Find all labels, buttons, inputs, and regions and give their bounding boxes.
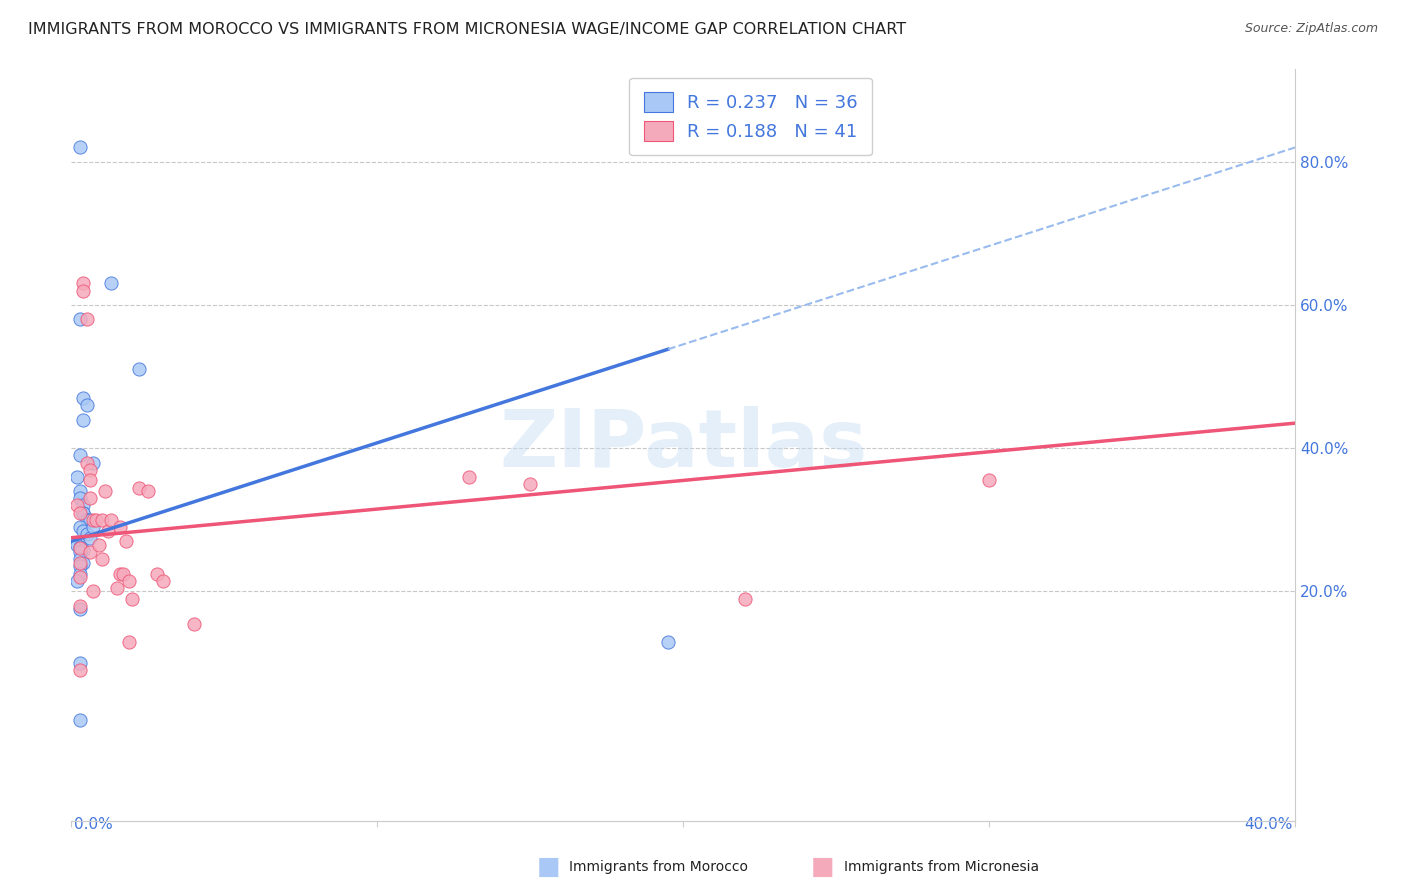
Point [87,538,110,552]
Point [76,527,98,541]
Text: Immigrants from Micronesia: Immigrants from Micronesia [844,860,1039,874]
Point [72,542,94,557]
Point [82,584,104,599]
Point [79,531,101,545]
Point [108,520,131,534]
Point [66,538,89,552]
Text: Immigrants from Morocco: Immigrants from Morocco [569,860,748,874]
Point [66,470,89,484]
Point [69,448,91,462]
Point [69,484,91,499]
Point [69,491,91,506]
Point [69,140,91,154]
Point [72,506,94,520]
Legend: R = 0.237   N = 36, R = 0.188   N = 41: R = 0.237 N = 36, R = 0.188 N = 41 [630,78,872,155]
Point [82,520,104,534]
Point [79,491,101,506]
Point [66,499,89,513]
Point [112,566,135,581]
Text: Source: ZipAtlas.com: Source: ZipAtlas.com [1244,22,1378,36]
Point [69,545,91,559]
Point [146,566,169,581]
Point [69,520,91,534]
Point [79,474,101,488]
Point [72,391,94,405]
Point [76,398,98,412]
Point [128,362,150,376]
Point [72,499,94,513]
Point [76,312,98,326]
Point [90,552,112,566]
Point [458,470,481,484]
Point [118,574,141,588]
Point [72,506,94,520]
Point [69,714,91,728]
Point [79,463,101,477]
Point [118,634,141,648]
Point [69,656,91,670]
Point [108,566,131,581]
Point [734,591,756,606]
Point [84,513,107,527]
Text: ■: ■ [537,855,560,879]
Point [76,513,98,527]
Point [69,663,91,677]
Point [97,524,120,538]
Point [79,545,101,559]
Point [72,412,94,426]
Point [82,456,104,470]
Point [69,570,91,584]
Text: 40.0%: 40.0% [1244,817,1292,832]
Point [136,484,159,499]
Point [90,513,112,527]
Point [79,513,101,527]
Text: ZIPatlas: ZIPatlas [499,406,868,483]
Point [82,513,104,527]
Point [72,556,94,570]
Point [183,616,205,631]
Point [100,277,122,291]
Point [115,534,138,549]
Point [69,506,91,520]
Point [76,456,98,470]
Point [66,574,89,588]
Point [121,591,143,606]
Point [69,552,91,566]
Point [979,474,1001,488]
Point [69,556,91,570]
Text: ■: ■ [811,855,834,879]
Point [657,634,679,648]
Point [152,574,174,588]
Point [72,284,94,298]
Text: 0.0%: 0.0% [75,817,112,832]
Point [72,277,94,291]
Point [519,477,541,491]
Point [69,566,91,581]
Point [128,481,150,495]
Point [94,484,117,499]
Point [69,540,91,554]
Point [69,599,91,613]
Point [69,602,91,616]
Point [69,559,91,574]
Point [69,541,91,556]
Point [69,312,91,326]
Point [105,581,128,595]
Text: IMMIGRANTS FROM MOROCCO VS IMMIGRANTS FROM MICRONESIA WAGE/INCOME GAP CORRELATIO: IMMIGRANTS FROM MOROCCO VS IMMIGRANTS FR… [28,22,907,37]
Point [72,524,94,538]
Point [100,513,122,527]
Point [76,513,98,527]
